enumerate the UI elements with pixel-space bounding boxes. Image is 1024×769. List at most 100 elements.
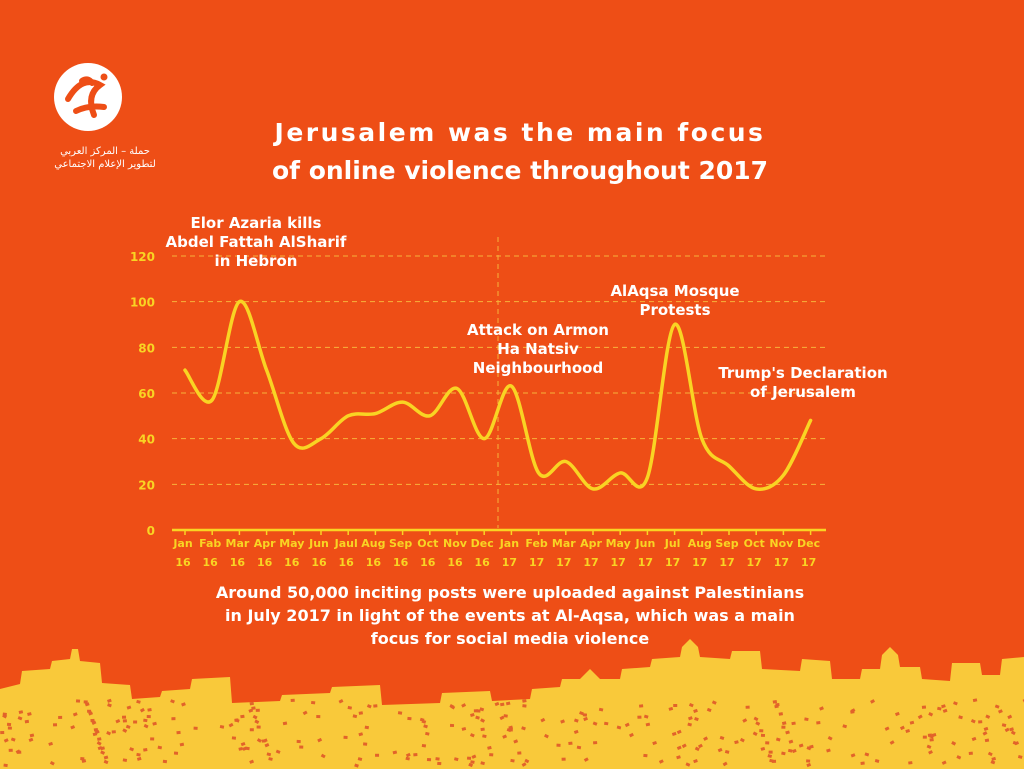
skyline-dot (487, 745, 492, 750)
x-tick-label-year: 16 (284, 556, 300, 569)
skyline-dot (788, 739, 794, 744)
x-tick-label-year: 16 (447, 556, 463, 569)
skyline-dot (494, 701, 500, 707)
skyline-dot (1009, 727, 1014, 732)
skyline-dot (405, 756, 410, 761)
skyline-dot (753, 716, 759, 722)
x-axis-ticks: Jan 16 Fab 16 Mar 16 Apr 16 May 16 Jun 16 Jaul 16 Aug 1… (172, 530, 820, 569)
skyline-dot (150, 737, 155, 741)
skyline-dot (256, 725, 261, 729)
x-tick-label-month: Nov (443, 537, 468, 550)
skyline-dot (842, 724, 848, 729)
skyline-dot (785, 730, 790, 735)
skyline-dot (673, 704, 678, 708)
skyline-dot (121, 715, 127, 719)
annotation-line: in Hebron (215, 252, 298, 270)
skyline-dot (240, 714, 245, 719)
skyline-dot (470, 713, 475, 718)
logo-caption-line-1: حملة – المركز العربي (60, 146, 150, 157)
y-axis-ticks: 0 20 40 60 80 100 120 (130, 250, 155, 538)
skyline-dot (126, 705, 132, 710)
skyline-dot (560, 719, 565, 724)
skyline-dot (951, 741, 957, 746)
skyline-dot (129, 747, 135, 752)
skyline-dot (29, 733, 35, 738)
skyline-dot (767, 754, 773, 759)
skyline-dot (249, 759, 255, 764)
skyline-dot (81, 759, 87, 764)
skyline-dot (787, 748, 793, 753)
skyline-dot (760, 733, 766, 737)
skyline-dot (296, 739, 301, 744)
skyline-dot (264, 743, 270, 748)
skyline-dot (694, 746, 700, 752)
x-tick-label-month: Jul (664, 537, 681, 550)
skyline-dot (366, 704, 372, 709)
skyline-dot (510, 758, 515, 763)
skyline-dot (798, 743, 804, 748)
skyline-dot (470, 760, 475, 764)
x-tick-label-month: Jan (172, 537, 192, 550)
skyline-dot (363, 742, 368, 746)
skyline-dot (745, 705, 750, 709)
skyline-dot (806, 762, 812, 768)
annotation-line: Neighbourhood (473, 359, 603, 377)
annotation-line: Protests (639, 301, 710, 319)
skyline-dot (583, 757, 589, 762)
skyline-dot (397, 711, 403, 715)
x-tick-label-year: 16 (420, 556, 436, 569)
skyline-dot (122, 758, 128, 762)
x-tick-label-month: Fab (199, 537, 221, 550)
skyline-dot (254, 719, 260, 724)
skyline-dot (8, 748, 13, 752)
skyline-dot (1004, 727, 1010, 733)
skyline-dot (685, 762, 691, 767)
skyline-dot (942, 708, 948, 713)
skyline-dot (17, 716, 23, 721)
skyline-dot (146, 715, 151, 719)
skyline-dot (778, 712, 784, 716)
x-tick-label-month: Mar (226, 537, 250, 550)
skyline-dot (24, 719, 30, 724)
skyline-dot (251, 706, 256, 711)
skyline-dot (266, 752, 272, 757)
skyline-dot (688, 702, 694, 708)
x-tick-label-month: Apr (580, 537, 602, 550)
series-line (183, 299, 813, 491)
skyline-dot (643, 753, 648, 758)
skyline-dot (755, 721, 761, 726)
skyline-dot (435, 757, 440, 761)
skyline-dot (2, 714, 8, 719)
jerusalem-skyline-illustration (0, 639, 1024, 769)
x-tick-label-year: 16 (203, 556, 219, 569)
skyline-dot (96, 741, 102, 746)
skyline-dot (72, 712, 78, 717)
skyline-dot (91, 720, 97, 725)
skyline-dot (760, 746, 766, 751)
skyline-dot (953, 701, 958, 706)
x-tick-label-month: Oct (744, 537, 765, 550)
caption-line-2: in July 2017 in light of the events at A… (225, 606, 795, 625)
x-tick-label-year: 16 (393, 556, 409, 569)
skyline-dot (579, 711, 584, 716)
skyline-dot (106, 698, 112, 703)
skyline-dot (3, 738, 9, 743)
skyline-dot (94, 729, 100, 735)
skyline-dot (827, 735, 833, 741)
skyline-dot (136, 752, 141, 757)
skyline-dot (299, 745, 304, 749)
skyline-dot (252, 714, 258, 720)
skyline-dot (122, 719, 127, 723)
x-tick-label-month: Feb (525, 537, 548, 550)
skyline-dot (768, 750, 773, 754)
skyline-dot (240, 741, 246, 747)
skyline-dot (513, 739, 519, 744)
skyline-dot (358, 732, 364, 737)
skyline-dot (392, 750, 398, 755)
skyline-dot (282, 721, 288, 726)
skyline-dot (143, 723, 149, 729)
skyline-dot (941, 760, 947, 765)
skyline-dot (909, 720, 915, 725)
skyline-dot (990, 760, 996, 765)
skyline-dot (18, 710, 24, 714)
